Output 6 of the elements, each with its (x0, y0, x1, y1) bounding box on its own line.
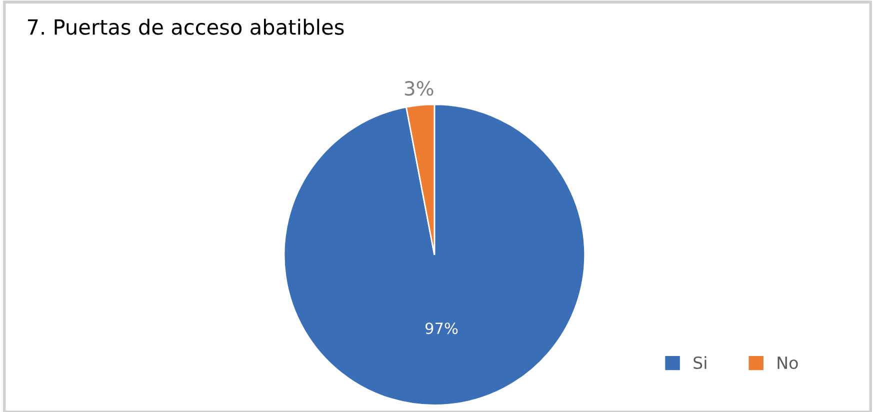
data-label: 97% (426, 322, 458, 334)
legend-label: No (778, 356, 798, 370)
data-label: 3% (404, 81, 434, 96)
pie-slice (283, 104, 586, 406)
legend-label: Si (694, 356, 706, 370)
chart-title: 7. Puertas de acceso abatibles (28, 18, 344, 35)
